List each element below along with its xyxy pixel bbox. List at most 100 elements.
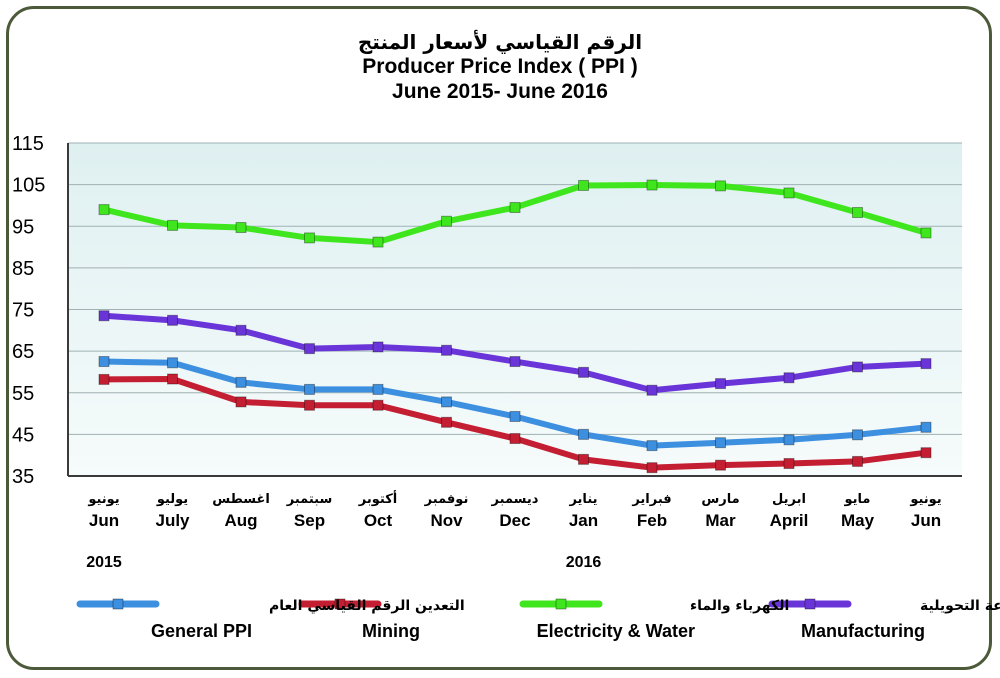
x-tick-label: Sep: [294, 511, 325, 530]
data-point: [852, 429, 863, 441]
x-tick-label: Dec: [499, 511, 530, 530]
y-tick-label: 45: [12, 424, 34, 446]
legend-label: General PPI: [151, 621, 252, 641]
data-point: [509, 433, 521, 445]
data-point: [715, 378, 726, 390]
data-point: [509, 202, 521, 214]
data-point: [441, 215, 452, 227]
data-point: [235, 221, 247, 233]
data-point: [646, 440, 658, 452]
data-point: [852, 207, 863, 219]
y-tick-label: 85: [12, 258, 34, 280]
y-tick-label: 55: [12, 383, 34, 405]
data-point: [783, 434, 795, 446]
data-point: [920, 447, 932, 459]
x-tick-label-arabic: فبراير: [631, 492, 671, 507]
data-point: [372, 399, 384, 411]
data-point: [783, 458, 795, 470]
data-point: [578, 366, 589, 378]
legend-label: Manufacturing: [801, 621, 925, 641]
x-tick-label-arabic: اغسطس: [212, 492, 270, 507]
data-point: [98, 310, 110, 322]
chart-title-block: الرقم القياسي لأسعار المنتج Producer Pri…: [0, 30, 1000, 104]
year-label: 2016: [566, 554, 602, 571]
x-tick-label: Aug: [224, 511, 257, 530]
legend-label-arabic: الصناعة التحويلية: [920, 598, 1000, 614]
data-point: [509, 410, 521, 422]
x-tick-label: Mar: [705, 511, 736, 530]
data-point: [98, 356, 110, 368]
data-point: [646, 179, 658, 191]
data-point: [715, 459, 726, 471]
data-point: [783, 187, 795, 199]
data-point: [98, 204, 110, 216]
legend-label-arabic: الرقم القياسي العام: [269, 598, 410, 614]
y-tick-label: 65: [12, 341, 34, 363]
legend-label: Mining: [362, 621, 420, 641]
year-label: 2015: [86, 554, 122, 571]
x-tick-label-arabic: سبتمبر: [286, 492, 333, 507]
y-tick-label: 75: [12, 300, 34, 322]
data-point: [578, 428, 589, 440]
data-point: [509, 356, 521, 368]
data-point: [646, 462, 658, 474]
data-point: [167, 357, 178, 369]
data-point: [715, 437, 726, 449]
data-point: [167, 314, 178, 326]
y-tick-label: 35: [12, 466, 34, 488]
data-point: [372, 236, 384, 248]
x-tick-label: Feb: [637, 511, 667, 530]
data-point: [304, 343, 315, 355]
data-point: [304, 399, 315, 411]
data-point: [783, 372, 795, 384]
data-point: [852, 455, 863, 467]
legend-marker: [112, 598, 124, 610]
legend-marker: [555, 598, 567, 610]
x-tick-label-arabic: مايو: [844, 492, 871, 507]
x-tick-label-arabic: ابريل: [772, 492, 806, 507]
x-tick-label: Oct: [364, 511, 393, 530]
x-tick-label: Nov: [430, 511, 463, 530]
y-tick-label: 95: [12, 216, 34, 238]
legend-marker: [334, 598, 346, 610]
legend-label: Electricity & Water: [537, 621, 695, 641]
x-tick-label: Jun: [89, 511, 119, 530]
x-tick-label-arabic: ديسمبر: [491, 492, 539, 507]
data-point: [441, 344, 452, 356]
x-tick-label-arabic: أكتوبر: [358, 490, 397, 507]
data-point: [920, 358, 932, 370]
data-point: [304, 383, 315, 395]
x-tick-label-arabic: نوفمبر: [424, 492, 469, 507]
data-point: [167, 373, 178, 385]
x-tick-label-arabic: يونيو: [87, 492, 119, 507]
data-point: [167, 219, 178, 231]
x-tick-label: Jun: [911, 511, 941, 530]
data-point: [98, 373, 110, 385]
data-point: [920, 421, 932, 433]
data-point: [235, 324, 247, 336]
data-point: [235, 376, 247, 388]
x-tick-label: July: [155, 511, 190, 530]
x-tick-label: April: [770, 511, 809, 530]
chart-title-arabic: الرقم القياسي لأسعار المنتج: [357, 30, 643, 54]
data-point: [852, 361, 863, 373]
legend-label-arabic: التعدين: [415, 598, 465, 614]
data-point: [715, 180, 726, 192]
legend-marker: [804, 598, 816, 610]
data-point: [372, 383, 384, 395]
data-point: [441, 416, 452, 428]
legend-label-arabic: الكهرباء والماء: [690, 598, 789, 614]
x-tick-label-arabic: يونيو: [909, 492, 941, 507]
data-point: [578, 179, 589, 191]
y-tick-label: 115: [12, 133, 44, 155]
data-point: [441, 396, 452, 408]
x-tick-label-arabic: يناير: [568, 492, 597, 507]
x-tick-label: Jan: [569, 511, 598, 530]
data-point: [235, 396, 247, 408]
x-tick-label-arabic: يوليو: [156, 492, 188, 507]
data-point: [578, 453, 589, 465]
data-point: [920, 227, 932, 239]
data-point: [646, 384, 658, 396]
data-point: [304, 232, 315, 244]
